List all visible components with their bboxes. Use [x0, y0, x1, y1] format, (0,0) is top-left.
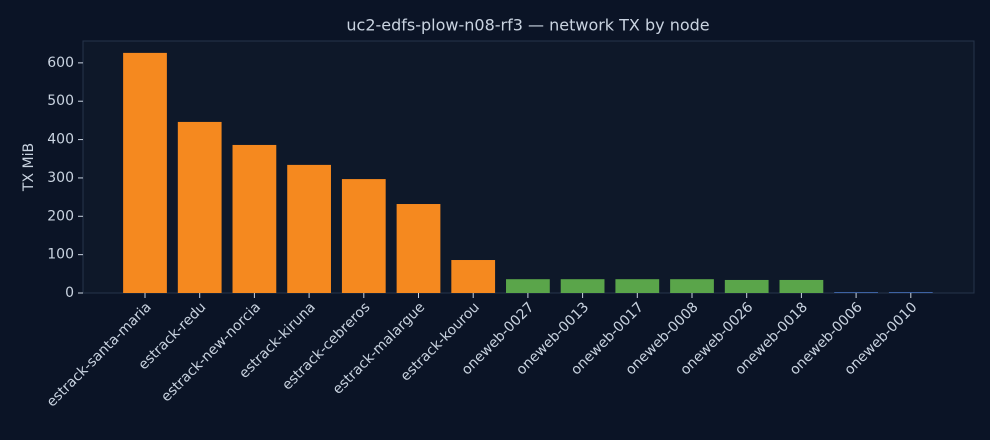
- bar: [888, 292, 933, 293]
- y-tick-label: 100: [47, 247, 74, 263]
- bar: [123, 52, 167, 293]
- bar: [724, 279, 769, 293]
- bar: [615, 279, 660, 293]
- bar: [341, 179, 386, 293]
- bar: [177, 121, 222, 293]
- bar: [834, 292, 878, 293]
- bar: [670, 279, 714, 293]
- bar: [560, 279, 605, 293]
- y-tick-label: 400: [47, 132, 74, 148]
- bar: [451, 260, 496, 293]
- y-tick-label: 200: [47, 208, 74, 224]
- y-tick-label: 500: [47, 93, 74, 109]
- y-tick-label: 0: [65, 285, 74, 301]
- y-axis-label: TX MiB: [21, 143, 37, 192]
- bar: [396, 204, 441, 293]
- y-tick-label: 300: [47, 170, 74, 186]
- chart-title: uc2-edfs-plow-n08-rf3 — network TX by no…: [346, 16, 709, 35]
- bar: [232, 144, 277, 293]
- bar: [779, 279, 824, 293]
- bar: [506, 279, 550, 293]
- plot-area: [82, 40, 975, 294]
- bar: [287, 164, 331, 293]
- y-tick-label: 600: [47, 55, 74, 71]
